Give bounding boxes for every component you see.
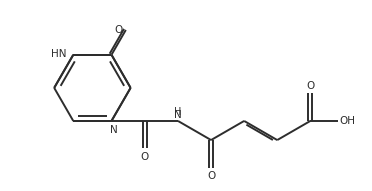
Text: N: N: [174, 110, 182, 120]
Text: N: N: [109, 125, 117, 135]
Text: H: H: [174, 107, 182, 117]
Text: O: O: [141, 151, 149, 162]
Text: O: O: [207, 171, 215, 181]
Text: OH: OH: [340, 116, 356, 126]
Text: O: O: [306, 81, 314, 91]
Text: HN: HN: [51, 49, 67, 59]
Text: O: O: [115, 25, 123, 35]
